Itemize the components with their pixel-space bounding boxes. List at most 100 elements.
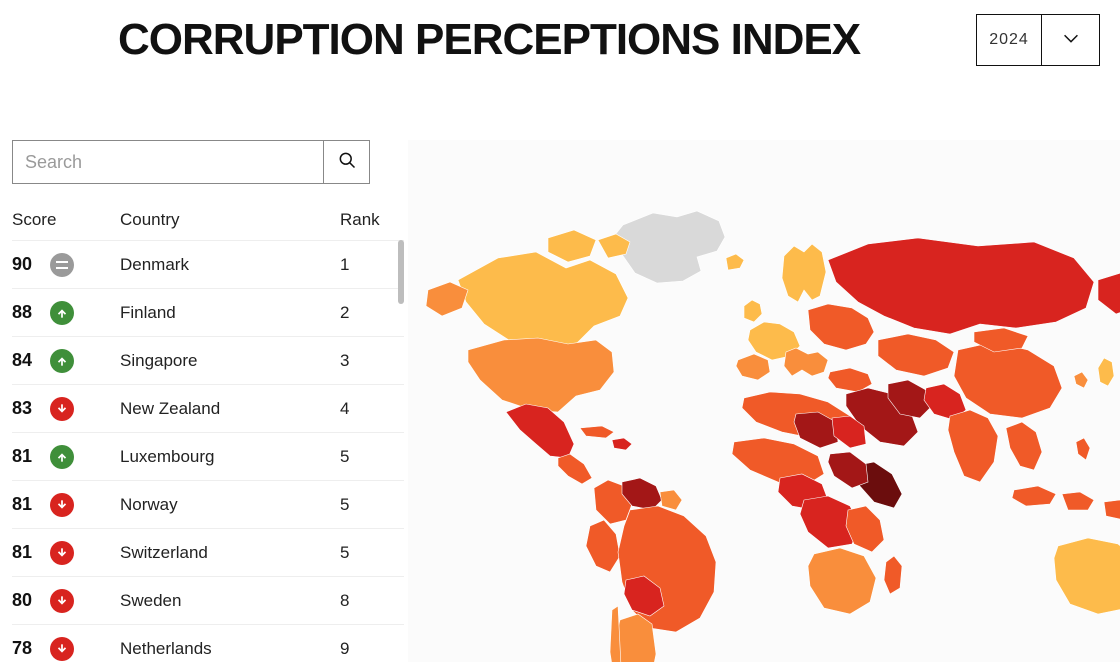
score-value: 84 (12, 350, 40, 371)
map-region-uk-ireland[interactable] (744, 300, 762, 322)
country-name: Finland (120, 303, 340, 323)
world-map[interactable] (408, 140, 1120, 662)
map-region-madagascar[interactable] (884, 556, 902, 594)
score-value: 88 (12, 302, 40, 323)
trend-up-icon (50, 301, 74, 325)
score-value: 83 (12, 398, 40, 419)
score-value: 81 (12, 494, 40, 515)
trend-neutral-icon (50, 253, 74, 277)
col-score-header: Score (12, 210, 120, 230)
trend-down-icon (50, 493, 74, 517)
map-region-peru-ecuador[interactable] (586, 520, 620, 572)
year-dropdown-button[interactable] (1042, 14, 1100, 66)
map-region-hispaniola[interactable] (612, 438, 632, 450)
map-region-alaska[interactable] (426, 282, 468, 316)
rank-value: 3 (340, 351, 404, 371)
score-cell: 83 (12, 397, 120, 421)
country-name: Norway (120, 495, 340, 515)
rank-value: 5 (340, 447, 404, 467)
map-region-centralasia[interactable] (878, 334, 954, 376)
year-selector[interactable]: 2024 (976, 14, 1100, 66)
map-region-easterneurope[interactable] (808, 304, 874, 350)
trend-up-icon (50, 445, 74, 469)
map-region-seasia-mainland[interactable] (1006, 422, 1042, 470)
trend-down-icon (50, 637, 74, 661)
score-value: 81 (12, 446, 40, 467)
map-region-indonesia-w[interactable] (1012, 486, 1056, 506)
map-region-brazil[interactable] (618, 506, 716, 632)
map-region-canada-islands[interactable] (548, 230, 630, 262)
map-region-sudan-ssudan[interactable] (828, 452, 868, 488)
table-row[interactable]: 88 Finland2 (12, 288, 404, 336)
trend-down-icon (50, 589, 74, 613)
score-value: 78 (12, 638, 40, 659)
map-region-eastafrica[interactable] (846, 506, 884, 552)
map-region-southernafrica[interactable] (808, 548, 876, 614)
year-value: 2024 (976, 14, 1042, 66)
map-region-png[interactable] (1104, 500, 1120, 520)
map-region-india[interactable] (948, 410, 998, 482)
map-region-iberia[interactable] (736, 354, 770, 380)
map-region-sahel-west[interactable] (732, 438, 824, 484)
table-row[interactable]: 84 Singapore3 (12, 336, 404, 384)
map-region-korea[interactable] (1074, 372, 1088, 388)
map-region-usa[interactable] (468, 338, 614, 412)
ranking-list[interactable]: 90Denmark188Finland284Singapore383New Ze… (12, 240, 404, 662)
score-cell: 81 (12, 493, 120, 517)
map-region-cuba[interactable] (580, 426, 614, 438)
rank-value: 8 (340, 591, 404, 611)
trend-down-icon (50, 397, 74, 421)
score-value: 80 (12, 590, 40, 611)
scrollbar-thumb[interactable] (398, 240, 404, 304)
score-cell: 84 (12, 349, 120, 373)
search-input[interactable] (12, 140, 324, 184)
map-region-indonesia-e[interactable] (1062, 492, 1094, 510)
search-icon (337, 150, 357, 175)
table-row[interactable]: 81Switzerland5 (12, 528, 404, 576)
map-region-scandinavia[interactable] (782, 244, 826, 302)
score-cell: 81 (12, 541, 120, 565)
map-region-mexico[interactable] (506, 404, 574, 458)
map-region-greenland[interactable] (615, 211, 725, 283)
rank-value: 9 (340, 639, 404, 659)
map-region-iceland[interactable] (726, 254, 744, 270)
map-region-canada[interactable] (458, 252, 628, 350)
trend-up-icon (50, 349, 74, 373)
map-region-italy-balkans[interactable] (784, 348, 828, 376)
map-region-china[interactable] (954, 342, 1062, 418)
country-name: Luxembourg (120, 447, 340, 467)
map-region-centralamerica[interactable] (558, 454, 592, 484)
table-row[interactable]: 83 New Zealand4 (12, 384, 404, 432)
col-country-header: Country (120, 210, 340, 230)
table-row[interactable]: 81 Luxembourg5 (12, 432, 404, 480)
table-row[interactable]: 80Sweden8 (12, 576, 404, 624)
scrollbar-track[interactable] (398, 240, 404, 662)
rank-value: 5 (340, 495, 404, 515)
map-region-guyana-suriname[interactable] (660, 490, 682, 510)
rank-value: 2 (340, 303, 404, 323)
table-row[interactable]: 90Denmark1 (12, 240, 404, 288)
page-title: CORRUPTION PERCEPTIONS INDEX (118, 18, 860, 62)
map-region-philippines[interactable] (1076, 438, 1090, 460)
map-region-russia-fareast[interactable] (1098, 272, 1120, 314)
rank-value: 5 (340, 543, 404, 563)
search-button[interactable] (324, 140, 370, 184)
table-row[interactable]: 78Netherlands9 (12, 624, 404, 662)
country-name: Singapore (120, 351, 340, 371)
chevron-down-icon (1060, 27, 1082, 54)
table-header: Score Country Rank (12, 202, 404, 240)
score-cell: 80 (12, 589, 120, 613)
map-region-japan[interactable] (1098, 358, 1114, 386)
score-value: 90 (12, 254, 40, 275)
country-name: New Zealand (120, 399, 340, 419)
rank-value: 1 (340, 255, 404, 275)
table-row[interactable]: 81 Norway5 (12, 480, 404, 528)
trend-down-icon (50, 541, 74, 565)
ranking-panel: Score Country Rank 90Denmark188Finland28… (0, 140, 408, 662)
map-region-australia[interactable] (1054, 538, 1120, 614)
country-name: Switzerland (120, 543, 340, 563)
score-cell: 78 (12, 637, 120, 661)
rank-value: 4 (340, 399, 404, 419)
score-cell: 90 (12, 253, 120, 277)
col-rank-header: Rank (340, 210, 404, 230)
